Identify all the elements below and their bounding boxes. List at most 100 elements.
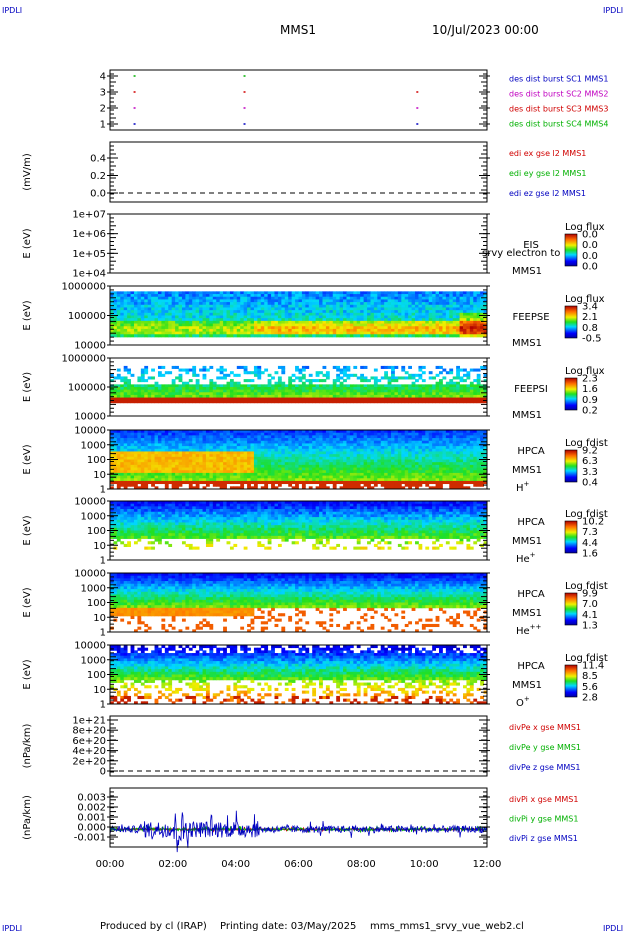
spectrogram-cell bbox=[456, 365, 460, 369]
spectrogram-cell bbox=[387, 430, 392, 434]
spectrogram-cell bbox=[281, 384, 286, 388]
spectrogram-cell bbox=[363, 443, 368, 447]
spectrogram-cell bbox=[421, 318, 426, 322]
spectrogram-cell bbox=[298, 384, 303, 388]
spectrogram-cell bbox=[349, 435, 354, 439]
spectrogram-cell bbox=[130, 389, 135, 393]
spectrogram-cell bbox=[260, 472, 265, 476]
spectrogram-cell bbox=[164, 475, 169, 479]
spectrogram-cell bbox=[247, 486, 251, 490]
spectrogram-cell bbox=[308, 379, 313, 383]
spectrogram-cell bbox=[195, 310, 200, 314]
spectrogram-cell bbox=[185, 320, 190, 324]
spectrogram-cell bbox=[415, 299, 419, 303]
spectrogram-cell bbox=[233, 384, 238, 388]
spectrogram-cell bbox=[236, 307, 241, 311]
spectrogram-cell bbox=[295, 368, 299, 372]
spectrogram-cell bbox=[346, 467, 351, 471]
spectrogram-cell bbox=[236, 464, 241, 468]
spectrogram-cell bbox=[360, 376, 365, 380]
spectrogram-cell bbox=[181, 438, 186, 442]
spectrogram-cell bbox=[421, 387, 426, 391]
spectrogram-cell bbox=[281, 318, 286, 322]
spectrogram-cell bbox=[127, 392, 131, 396]
spectrogram-cell bbox=[127, 387, 131, 391]
spectrogram-cell bbox=[363, 440, 368, 444]
spectrogram-cell bbox=[452, 331, 457, 335]
spectrogram-cell bbox=[247, 371, 251, 375]
spectrogram-cell bbox=[192, 446, 197, 450]
y-tick-label: 100000 bbox=[68, 311, 106, 322]
spectrogram-cell bbox=[288, 334, 293, 338]
spectrogram-cell bbox=[226, 334, 231, 338]
spectrogram-cell bbox=[133, 397, 138, 401]
spectrogram-cell bbox=[116, 291, 121, 295]
spectrogram-cell bbox=[264, 318, 269, 322]
spectrogram-cell bbox=[120, 326, 125, 330]
spectrogram-cell bbox=[157, 462, 162, 466]
spectrogram-cell bbox=[394, 334, 399, 338]
spectrogram-cell bbox=[144, 387, 149, 391]
spectrogram-cell bbox=[384, 315, 389, 319]
spectrogram-cell bbox=[473, 394, 478, 398]
spectrogram-cell bbox=[349, 454, 354, 458]
spectrogram-cell bbox=[397, 315, 402, 319]
spectrogram-cell bbox=[339, 394, 344, 398]
mission-title: MMS1 bbox=[280, 23, 316, 37]
spectrogram-cell bbox=[401, 291, 406, 295]
spectrogram-cell bbox=[305, 446, 310, 450]
spectrogram-cell bbox=[370, 389, 375, 393]
spectrogram-cell bbox=[120, 387, 125, 391]
spectrogram-cell bbox=[288, 304, 293, 308]
spectrogram-cell bbox=[380, 312, 385, 316]
spectrogram-cell bbox=[329, 320, 334, 324]
spectrogram-cell bbox=[445, 381, 450, 385]
spectrogram-cell bbox=[209, 430, 214, 434]
spectrogram-cell bbox=[332, 394, 337, 398]
spectrogram-cell bbox=[325, 384, 330, 388]
spectrogram-cell bbox=[329, 478, 334, 482]
spectrogram-cell bbox=[449, 307, 454, 311]
spectrogram-cell bbox=[425, 307, 430, 311]
spectrogram-cell bbox=[236, 373, 241, 377]
spectrogram-cell bbox=[226, 302, 231, 306]
spectrogram-cell bbox=[373, 294, 378, 298]
spectrogram-cell bbox=[466, 397, 471, 401]
spectrogram-cell bbox=[329, 448, 334, 452]
spectrogram-cell bbox=[205, 304, 210, 308]
spectrogram-cell bbox=[421, 299, 426, 303]
spectrogram-cell bbox=[161, 291, 166, 295]
spectrogram-cell bbox=[247, 320, 251, 324]
spectrogram-cell bbox=[298, 296, 303, 300]
spectrogram-cell bbox=[185, 334, 190, 338]
spectrogram-cell bbox=[349, 392, 354, 396]
spectrogram-cell bbox=[298, 312, 303, 316]
spectrogram-cell bbox=[360, 459, 365, 463]
spectrogram-cell bbox=[432, 387, 436, 391]
spectrogram-cell bbox=[240, 472, 245, 476]
spectrogram-cell bbox=[113, 304, 118, 308]
spectrogram-cell bbox=[240, 294, 245, 298]
spectrogram-cell bbox=[226, 373, 231, 377]
spectrogram-cell bbox=[288, 448, 293, 452]
spectrogram-cell bbox=[181, 464, 186, 468]
spectrogram-cell bbox=[449, 400, 454, 404]
spectrogram-cell bbox=[116, 299, 121, 303]
spectrogram-cell bbox=[223, 302, 227, 306]
spectrogram-cell bbox=[274, 480, 279, 485]
spectrogram-cell bbox=[349, 440, 354, 444]
spectrogram-cell bbox=[195, 381, 200, 385]
spectrogram-cell bbox=[144, 448, 149, 452]
spectrogram-cell bbox=[445, 312, 450, 316]
spectrogram-cell bbox=[161, 456, 166, 460]
spectrogram-cell bbox=[367, 291, 371, 295]
spectrogram-cell bbox=[339, 291, 344, 295]
spectrogram-cell bbox=[243, 320, 248, 324]
spectrogram-cell bbox=[240, 323, 245, 327]
spectrogram-cell bbox=[363, 475, 368, 479]
spectrogram-cell bbox=[308, 307, 313, 311]
spectrogram-cell bbox=[199, 475, 203, 479]
spectrogram-cell bbox=[284, 312, 289, 316]
spectrogram-cell bbox=[185, 312, 190, 316]
spectrogram-cell bbox=[456, 381, 460, 385]
